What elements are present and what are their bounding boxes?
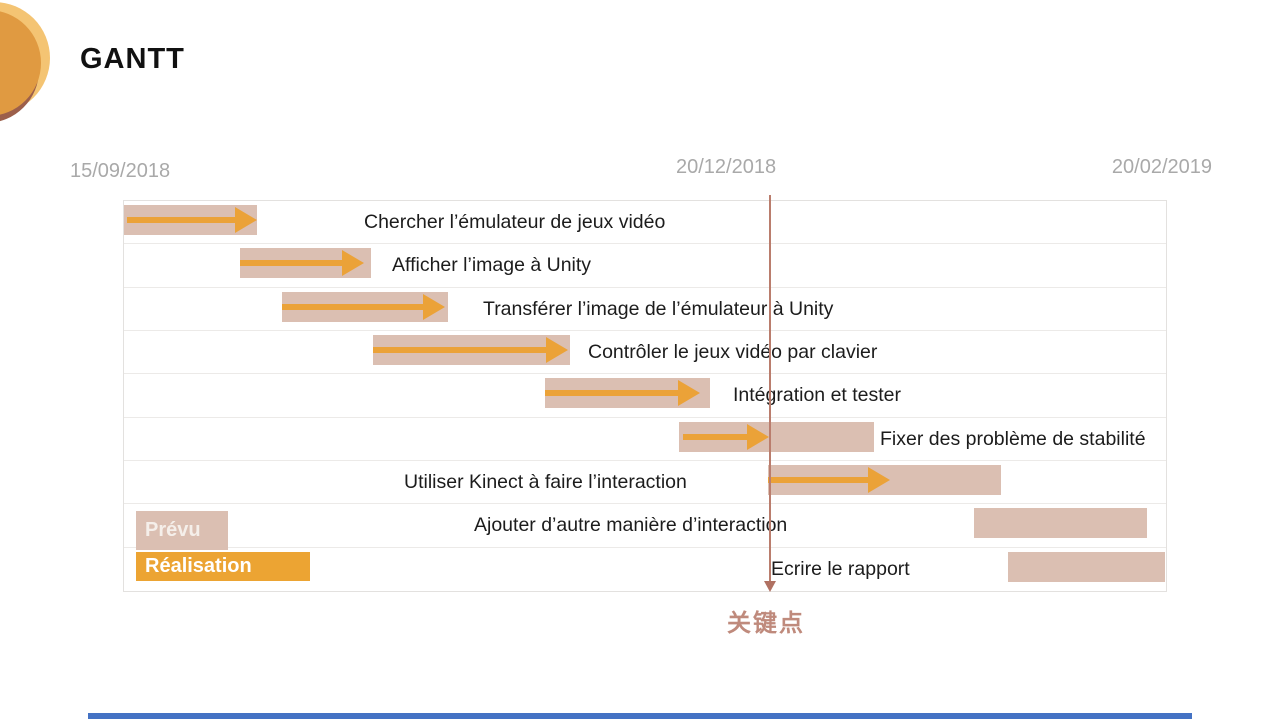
realized-arrow-head-icon [342, 250, 364, 277]
realized-arrow-head-icon [546, 337, 568, 363]
gantt-row: Ecrire le rapport [124, 548, 1166, 591]
realized-arrow-head-icon [868, 467, 890, 493]
task-label: Intégration et tester [733, 384, 902, 407]
slide-title: GANTT [80, 43, 185, 75]
realized-arrow [545, 390, 682, 397]
gantt-row: Afficher l’image à Unity [124, 244, 1166, 288]
realized-arrow [127, 217, 239, 223]
legend-realized: Réalisation [136, 552, 310, 581]
gantt-row: Fixer des problème de stabilité [124, 418, 1166, 461]
task-label: Transférer l’image de l’émulateur à Unit… [483, 297, 834, 320]
bottom-accent-bar [88, 713, 1192, 719]
legend-planned: Prévu [136, 511, 228, 550]
planned-bar [974, 508, 1147, 539]
milestone-label: 关键点 [727, 610, 805, 637]
realized-arrow-head-icon [235, 207, 257, 233]
task-label: Fixer des problème de stabilité [880, 427, 1146, 450]
legend-planned-label: Prévu [145, 519, 201, 541]
gantt-row: Contrôler le jeux vidéo par clavier [124, 331, 1166, 375]
gantt-row: Transférer l’image de l’émulateur à Unit… [124, 288, 1166, 331]
legend-realized-label: Réalisation [145, 555, 252, 577]
gantt-row: Chercher l’émulateur de jeux vidéo [124, 201, 1166, 245]
task-label: Contrôler le jeux vidéo par clavier [588, 341, 878, 363]
task-label: Utiliser Kinect à faire l’interaction [404, 471, 687, 493]
realized-arrow-head-icon [423, 293, 445, 320]
realized-arrow-head-icon [678, 380, 700, 407]
gantt-row: Intégration et tester [124, 374, 1166, 418]
realized-arrow [373, 347, 550, 353]
realized-arrow [240, 260, 346, 267]
task-label: Ecrire le rapport [771, 557, 910, 580]
realized-arrow [683, 433, 751, 440]
milestone-arrow-icon [764, 581, 776, 592]
date-label-milestone: 20/12/2018 [676, 156, 777, 178]
realized-arrow [282, 303, 427, 310]
date-label-start: 15/09/2018 [70, 160, 171, 182]
gantt-row: Ajouter d’autre manière d’interaction [124, 504, 1166, 548]
planned-bar [1008, 551, 1165, 582]
realized-arrow [768, 477, 872, 483]
milestone-line [769, 195, 771, 581]
realized-arrow-head-icon [747, 423, 769, 450]
task-label: Ajouter d’autre manière d’interaction [474, 514, 788, 537]
date-label-end: 20/02/2019 [1111, 156, 1212, 178]
task-label: Chercher l’émulateur de jeux vidéo [364, 211, 666, 233]
task-label: Afficher l’image à Unity [392, 254, 592, 277]
gantt-row: Utiliser Kinect à faire l’interaction [124, 461, 1166, 505]
gantt-table: Chercher l’émulateur de jeux vidéo Affich… [123, 200, 1167, 592]
